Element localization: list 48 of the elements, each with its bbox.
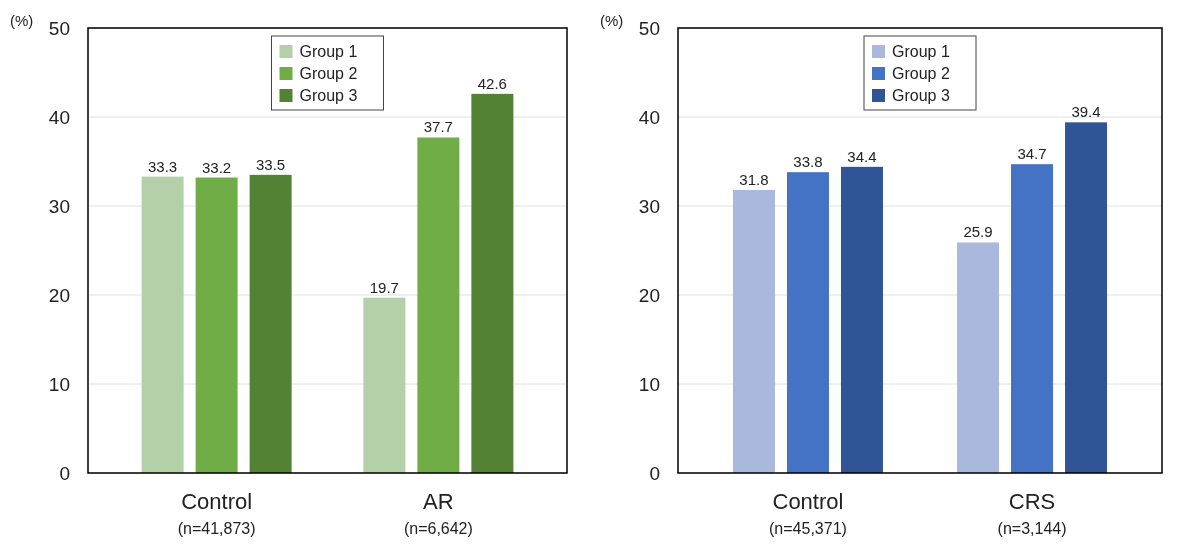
bar	[417, 137, 460, 473]
y-tick-label: 30	[48, 195, 70, 217]
data-label: 37.7	[423, 118, 453, 136]
legend-label: Group 3	[892, 87, 950, 104]
data-label: 34.4	[847, 147, 877, 165]
y-tick-label: 20	[48, 284, 70, 306]
legend-label: Group 2	[892, 65, 950, 82]
y-tick-label: 50	[638, 17, 660, 39]
bar	[786, 172, 829, 473]
data-label: 19.7	[369, 278, 399, 296]
y-tick-label: 0	[649, 462, 660, 484]
bar	[249, 174, 292, 473]
legend-label: Group 3	[299, 87, 358, 104]
data-label: 33.2	[202, 158, 232, 176]
data-label: 25.9	[963, 223, 993, 241]
y-axis-title: (%)	[600, 12, 624, 29]
x-tick-label: Control (n=41,873)	[177, 489, 256, 537]
bar	[957, 242, 1000, 473]
y-axis-title: (%)	[10, 12, 34, 29]
data-label: 33.8	[793, 153, 823, 171]
legend-label: Group 1	[892, 43, 950, 60]
legend-label: Group 2	[299, 65, 358, 82]
bar	[363, 297, 406, 473]
bar	[1011, 164, 1054, 473]
data-label: 34.7	[1017, 145, 1047, 163]
bar	[732, 189, 775, 473]
y-tick-label: 10	[48, 373, 70, 395]
y-tick-label: 0	[59, 462, 70, 484]
y-tick-label: 20	[638, 284, 660, 306]
data-label: 42.6	[477, 74, 507, 92]
x-tick-label: Control (n=45,371)	[769, 489, 847, 537]
y-tick-label: 40	[48, 106, 70, 128]
y-tick-label: 50	[48, 17, 70, 39]
y-tick-label: 10	[638, 373, 660, 395]
bar	[141, 176, 184, 473]
data-label: 39.4	[1071, 103, 1101, 121]
x-tick-label: CRS (n=3,144)	[997, 489, 1067, 537]
data-label: 31.8	[739, 170, 769, 188]
data-label: 33.3	[148, 157, 178, 175]
bar	[1065, 122, 1108, 473]
bar	[195, 177, 238, 473]
bar	[840, 166, 883, 473]
legend-label: Group 1	[299, 43, 358, 60]
data-label: 33.5	[256, 155, 286, 173]
bar	[471, 93, 514, 473]
x-tick-label: AR (n=6,642)	[403, 489, 473, 537]
y-tick-label: 30	[638, 195, 660, 217]
y-tick-label: 40	[638, 106, 660, 128]
